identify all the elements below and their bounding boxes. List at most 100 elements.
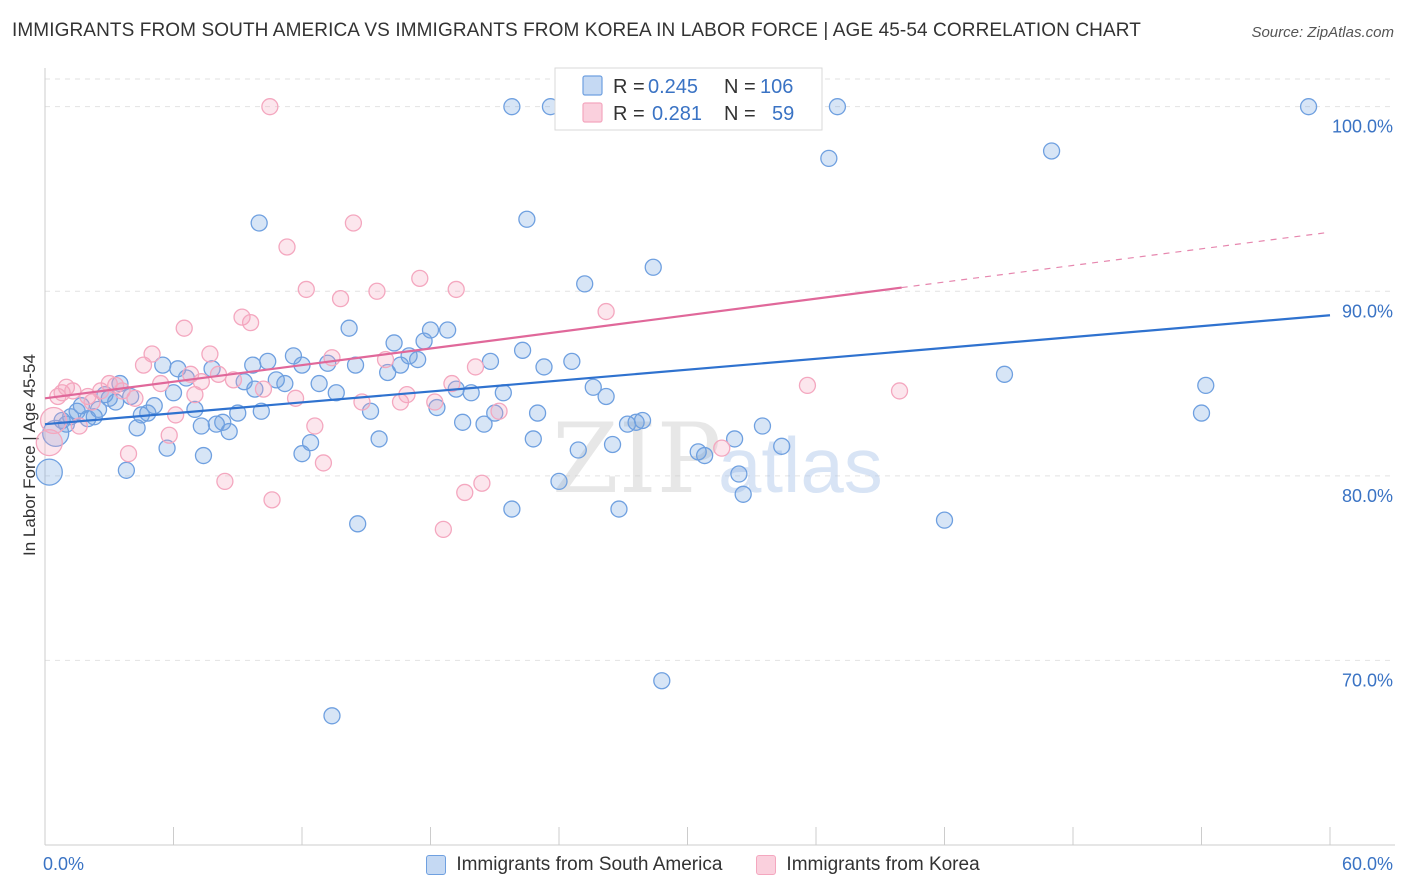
data-point [603,435,622,454]
data-point [192,373,210,391]
legend-label: Immigrants from Korea [786,854,980,875]
data-point [186,400,204,419]
data-point [143,345,161,363]
source-credit: Source: ZipAtlas.com [1251,24,1394,41]
legend-r-label-1: R = [613,103,645,125]
y-tick-label: 100.0% [1332,117,1393,137]
data-point [100,374,118,393]
data-point [331,289,350,308]
data-point [725,430,744,448]
data-point [453,413,472,431]
legend-n-value-1: 59 [772,103,794,125]
data-point [340,319,358,337]
data-point [569,441,587,459]
y-tick-label: 70.0% [1342,670,1393,690]
data-point [117,461,136,479]
data-point [695,446,714,465]
data-point [563,352,581,371]
data-point [361,402,380,420]
data-point [576,275,594,293]
legend-n-label-0: N = [724,76,756,98]
data-point [267,371,285,389]
data-point [310,374,328,393]
data-point [192,417,210,435]
data-point [408,350,427,369]
legend-item-south-america: Immigrants from South America [426,854,722,876]
data-point [259,352,277,371]
y-tick-labels: 70.0% 80.0% 90.0% 100.0% [1332,117,1393,691]
data-point [434,520,453,539]
data-point [391,356,410,374]
data-point [411,269,429,287]
data-point [503,500,521,518]
legend-r-value-1: 0.281 [652,103,702,125]
data-point [370,430,388,448]
data-point [119,445,138,463]
data-point [481,352,500,371]
data-point [207,415,225,433]
data-point [1197,376,1215,395]
data-point [528,404,547,422]
data-point [327,384,345,402]
data-point [828,98,847,116]
watermark: ZIP atlas [552,403,883,515]
series-korea [35,98,909,539]
y-tick-label: 90.0% [1342,301,1393,321]
data-point [653,672,671,690]
trend-line-0 [44,314,1331,426]
data-point [385,334,403,352]
data-point [773,437,791,455]
series-legend: Immigrants from South America Immigrants… [0,851,1406,879]
axes [44,68,1395,846]
data-point [368,282,386,300]
data-point [39,406,68,435]
data-point [633,411,652,430]
data-point [276,374,294,393]
data-point [456,483,474,502]
data-point [524,430,542,448]
trend-line-dashed-1 [901,231,1331,289]
data-point [160,426,178,444]
data-point [995,365,1014,383]
data-point [513,341,532,359]
data-point [627,413,645,431]
data-point [644,258,662,276]
data-point [261,98,279,116]
data-point [233,308,251,326]
chart-title: IMMIGRANTS FROM SOUTH AMERICA VS IMMIGRA… [12,20,1141,41]
data-point [164,384,183,402]
data-point [379,363,397,382]
data-point [597,302,615,321]
data-point [518,210,536,228]
data-point [214,413,232,431]
data-point [145,397,163,415]
data-point [166,406,185,424]
data-point [550,472,568,491]
y-tick-label: 80.0% [1342,486,1393,506]
data-point [473,474,491,492]
data-point [220,422,238,441]
data-point [490,402,508,420]
data-point [610,500,628,518]
data-point [344,214,363,232]
data-point [426,393,444,411]
series-south-america [35,98,1318,725]
legend-swatch-south-america [582,75,603,96]
legend-label: Immigrants from South America [456,854,723,875]
legend-swatch-icon [426,855,447,875]
legend-r-value-0: 0.245 [648,76,698,98]
data-point [1192,404,1211,422]
data-point [241,313,260,332]
data-point [314,454,333,472]
data-point [263,491,281,509]
x-tick-label: 60.0% [1342,854,1393,874]
data-point [158,439,176,457]
legend-n-label-1: N = [724,103,756,125]
data-point [250,214,268,232]
legend-swatch-icon [756,855,777,875]
data-point [734,485,752,503]
legend-swatch-korea [582,102,603,123]
data-point [820,149,838,168]
data-point [323,349,341,367]
